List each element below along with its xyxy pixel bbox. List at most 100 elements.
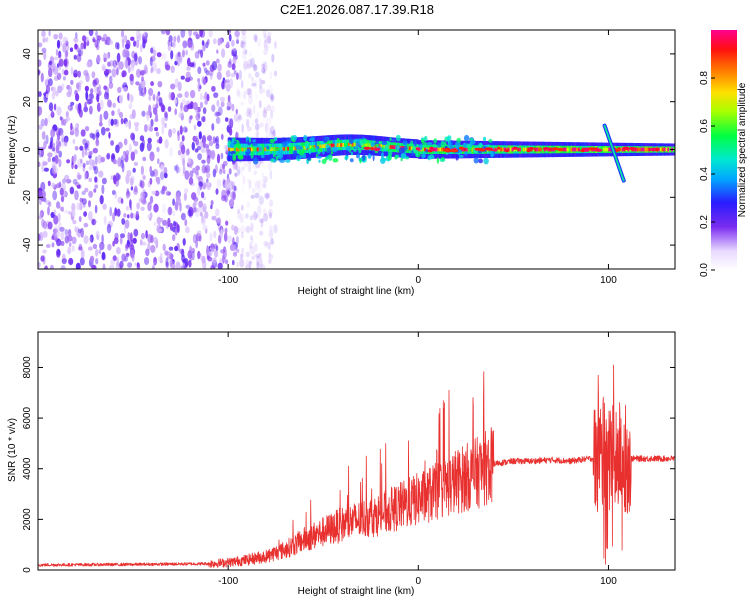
- noise-speck: [182, 171, 185, 177]
- noise-speck: [45, 36, 49, 43]
- band-speck: [400, 152, 407, 159]
- noise-speck: [124, 43, 130, 50]
- noise-speck: [184, 219, 188, 227]
- noise-speck: [206, 135, 213, 142]
- noise-speck: [131, 254, 135, 262]
- noise-speck: [180, 30, 186, 38]
- noise-speck: [214, 111, 220, 117]
- band-core: [524, 147, 527, 152]
- noise-speck: [179, 125, 183, 135]
- noise-speck: [254, 79, 258, 89]
- noise-speck: [56, 106, 62, 116]
- noise-speck: [71, 245, 75, 252]
- spectrogram-ytick-label: 40: [22, 48, 33, 60]
- noise-speck: [259, 83, 263, 89]
- noise-speck: [150, 234, 154, 244]
- band-speck: [400, 157, 403, 162]
- band-speck: [359, 138, 363, 144]
- noise-speck: [193, 124, 197, 131]
- noise-speck: [237, 208, 240, 214]
- noise-speck: [232, 260, 235, 266]
- noise-speck: [246, 201, 251, 208]
- noise-speck: [51, 110, 54, 117]
- noise-speck: [182, 40, 188, 48]
- noise-speck: [170, 261, 176, 269]
- noise-speck: [127, 92, 130, 101]
- noise-speck: [38, 262, 41, 268]
- noise-speck: [172, 127, 177, 134]
- noise-speck: [119, 236, 123, 245]
- noise-speck: [260, 219, 264, 228]
- noise-speck: [84, 171, 87, 180]
- noise-speck: [274, 41, 277, 49]
- noise-speck: [238, 70, 243, 80]
- noise-speck: [130, 186, 134, 191]
- noise-speck: [187, 57, 191, 67]
- noise-speck: [135, 210, 139, 217]
- band-speck: [269, 138, 275, 144]
- noise-speck: [227, 189, 230, 197]
- colorbar-label: Normalized spectral amplitude: [737, 82, 748, 217]
- noise-speck: [150, 81, 155, 87]
- noise-speck: [225, 220, 229, 226]
- noise-speck: [38, 106, 43, 116]
- band-speck: [378, 150, 381, 156]
- noise-speck: [197, 78, 201, 83]
- band-core: [351, 142, 354, 147]
- noise-speck: [54, 225, 59, 231]
- noise-speck: [189, 89, 196, 99]
- noise-speck: [192, 234, 197, 244]
- noise-speck: [180, 264, 184, 269]
- band-speck: [319, 147, 323, 153]
- noise-speck: [48, 67, 53, 78]
- noise-speck: [53, 56, 59, 61]
- noise-speck: [123, 151, 126, 159]
- noise-speck: [166, 190, 169, 196]
- noise-speck: [233, 225, 238, 235]
- noise-speck: [153, 221, 157, 227]
- noise-speck: [80, 158, 83, 164]
- noise-speck: [241, 247, 245, 258]
- noise-speck: [136, 202, 140, 210]
- band-core: [353, 142, 356, 147]
- noise-speck: [205, 60, 210, 66]
- noise-speck: [106, 152, 111, 160]
- noise-speck: [253, 243, 258, 252]
- noise-speck: [263, 48, 268, 56]
- noise-speck: [241, 32, 247, 41]
- noise-speck: [131, 109, 136, 119]
- noise-speck: [226, 190, 231, 196]
- band-speck: [415, 151, 419, 157]
- noise-speck: [167, 217, 171, 228]
- noise-speck: [239, 213, 245, 223]
- band-speck: [359, 158, 362, 164]
- noise-speck: [150, 119, 154, 127]
- noise-speck: [211, 60, 218, 71]
- band-speck: [459, 154, 464, 158]
- noise-speck: [204, 228, 208, 234]
- noise-speck: [270, 240, 276, 246]
- noise-speck: [194, 200, 198, 206]
- noise-speck: [251, 119, 256, 128]
- band-speck: [398, 147, 405, 154]
- band-speck: [356, 153, 360, 159]
- noise-speck: [94, 84, 97, 94]
- noise-speck: [117, 61, 120, 72]
- noise-speck: [68, 242, 72, 247]
- noise-speck: [70, 122, 73, 131]
- noise-speck: [140, 165, 144, 176]
- noise-speck: [72, 139, 76, 144]
- noise-speck: [237, 117, 241, 124]
- noise-speck: [258, 218, 265, 223]
- noise-speck: [189, 62, 195, 68]
- noise-speck: [80, 249, 85, 259]
- noise-speck: [125, 174, 130, 185]
- band-speck: [260, 154, 265, 158]
- band-core: [642, 147, 645, 152]
- band-speck: [349, 158, 354, 163]
- noise-speck: [49, 141, 53, 149]
- noise-speck: [161, 125, 165, 135]
- noise-speck: [39, 198, 42, 205]
- noise-speck: [48, 30, 51, 37]
- noise-speck: [47, 157, 52, 163]
